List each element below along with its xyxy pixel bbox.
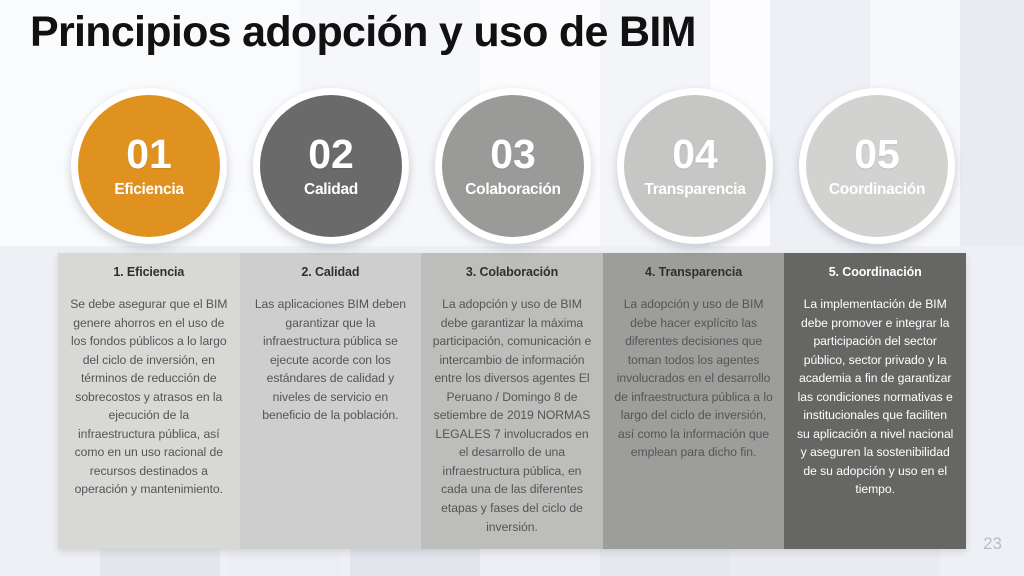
principle-column: 5. Coordinación La implementación de BIM …: [784, 253, 966, 549]
principle-circle-face: 02 Calidad: [260, 95, 402, 237]
page-title: Principios adopción y uso de BIM: [30, 8, 696, 56]
principle-column-body: Se debe asegurar que el BIM genere ahorr…: [70, 297, 228, 497]
principle-column-body: La adopción y uso de BIM debe hacer expl…: [614, 297, 773, 460]
principle-column: 4. Transparencia La adopción y uso de BIM…: [602, 253, 785, 549]
principle-number: 04: [672, 131, 718, 178]
principle-column-body: Las aplicaciones BIM deben garantizar qu…: [254, 297, 406, 423]
principle-circle-03[interactable]: 03 Colaboración: [435, 88, 591, 244]
principle-column: 1. Eficiencia Se debe asegurar que el BIM…: [58, 253, 240, 549]
principle-circle-face: 03 Colaboración: [442, 95, 584, 237]
background-block: [230, 545, 340, 576]
principle-column-heading: 5. Coordinación: [828, 265, 922, 279]
principle-column-body: La implementación de BIM debe promover e…: [796, 297, 954, 497]
background-block: [350, 545, 480, 576]
principle-circle-face: 01 Eficiencia: [78, 95, 220, 237]
principle-column-heading: 4. Transparencia: [645, 265, 743, 279]
page-number: 23: [983, 534, 1002, 553]
principle-label: Eficiencia: [114, 181, 184, 199]
principle-circle-02[interactable]: 02 Calidad: [253, 88, 409, 244]
principle-label: Colaboración: [465, 181, 561, 199]
principle-column-body: La adopción y uso de BIM debe garantizar…: [432, 297, 592, 534]
background-block: [600, 545, 730, 576]
background-block: [100, 545, 220, 576]
principle-column: 2. Calidad Las aplicaciones BIM deben gar…: [239, 253, 422, 549]
principle-column-heading: 3. Colaboración: [465, 265, 559, 279]
principle-number: 01: [126, 131, 172, 178]
principle-number: 03: [490, 131, 536, 178]
principle-circle-04[interactable]: 04 Transparencia: [617, 88, 773, 244]
principle-number: 02: [308, 131, 354, 178]
principle-column-heading: 1. Eficiencia: [113, 265, 185, 279]
principle-circle-face: 05 Coordinación: [806, 95, 948, 237]
principle-label: Transparencia: [644, 181, 746, 199]
principle-number: 05: [854, 131, 900, 178]
principle-circle-face: 04 Transparencia: [624, 95, 766, 237]
principle-label: Coordinación: [828, 181, 926, 199]
principle-column-heading: 2. Calidad: [301, 265, 360, 279]
principle-label: Calidad: [304, 181, 358, 199]
principle-circle-05[interactable]: 05 Coordinación: [799, 88, 955, 244]
background-block: [730, 545, 940, 576]
principles-detail-band: 1. Eficiencia Se debe asegurar que el BIM…: [58, 253, 966, 549]
principles-circle-row: 01 Eficiencia 02 Calidad 03 Colaboración 04 Tra…: [0, 88, 1024, 248]
background-block: [480, 545, 600, 576]
principle-column: 3. Colaboración La adopción y uso de BIM …: [421, 253, 603, 549]
principle-circle-01[interactable]: 01 Eficiencia: [71, 88, 227, 244]
